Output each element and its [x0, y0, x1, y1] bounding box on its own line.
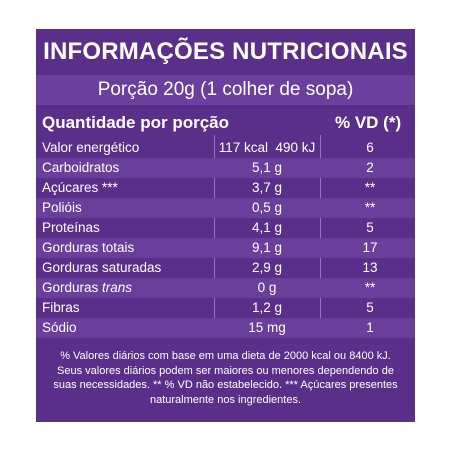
table-row: Açúcares *** 3,7 g ** [36, 178, 415, 198]
header-vd: % VD (*) [335, 113, 402, 132]
nutrient-amount: 0,5 g [251, 200, 283, 215]
table-row: Proteínas 4,1 g 5 [36, 218, 415, 238]
nutrient-amount: 15 mg [248, 320, 286, 335]
footnote-line: suas necessidades. ** % VD não estabelec… [53, 379, 398, 391]
footnote-line: Seus valores diários podem ser maiores o… [57, 364, 394, 377]
nutrient-vd: 5 [366, 220, 374, 235]
nutrient-amount: 4,1 g [251, 220, 283, 235]
table-row: Gorduras trans 0 g ** [36, 278, 415, 298]
header-quantity: Quantidade por porção [42, 113, 230, 132]
nutrient-name: Fibras [42, 300, 80, 315]
nutrient-name: Açúcares *** [42, 180, 118, 195]
table-row: Gorduras totais 9,1 g 17 [36, 238, 415, 258]
nutrient-vd: 13 [362, 260, 378, 275]
nutrient-amount: 2,9 g [251, 260, 283, 275]
nutrient-name: Gorduras trans [42, 278, 132, 298]
nutrient-rows: Valor energético 117 kcal 490 kJ 6 Carbo… [36, 138, 415, 338]
nutrition-facts-panel: INFORMAÇÕES NUTRICIONAIS Porção 20g (1 c… [36, 29, 415, 422]
nutrient-name-italic: trans [102, 280, 133, 295]
nutrient-name: Gorduras totais [42, 240, 135, 255]
nutrient-name: Polióis [42, 200, 82, 215]
nutrient-amount: 3,7 g [251, 180, 283, 195]
nutrient-name: Proteínas [42, 220, 100, 235]
nutrient-amount: 5,1 g [251, 160, 283, 175]
table-row: Valor energético 117 kcal 490 kJ 6 [36, 138, 415, 158]
nutrient-name: Valor energético [42, 140, 140, 155]
nutrient-name-prefix: Gorduras [42, 280, 103, 295]
label-title: INFORMAÇÕES NUTRICIONAIS [43, 38, 408, 65]
nutrient-name: Carboidratos [42, 160, 120, 175]
nutrient-vd: 2 [366, 160, 374, 175]
nutrient-amount: 9,1 g [251, 240, 283, 255]
nutrient-vd: 6 [366, 140, 374, 155]
nutrient-amount: 117 kcal 490 kJ [218, 140, 316, 155]
column-divider [214, 135, 215, 338]
nutrient-vd: ** [364, 200, 376, 215]
nutrient-amount: 0 g [257, 280, 277, 295]
column-divider [320, 135, 321, 338]
table-row: Carboidratos 5,1 g 2 [36, 158, 415, 178]
nutrient-vd: 1 [366, 320, 374, 335]
table-row: Fibras 1,2 g 5 [36, 298, 415, 318]
portion-size: Porção 20g (1 colher de sopa) [36, 75, 415, 105]
table-row: Sódio 15 mg 1 [36, 318, 415, 338]
table-row: Gorduras saturadas 2,9 g 13 [36, 258, 415, 278]
nutrient-vd: ** [364, 280, 376, 295]
nutrient-name: Sódio [42, 320, 77, 335]
footnote-line: naturalmente nos ingredientes. [149, 393, 302, 406]
footnote: % Valores diários com base em uma dieta … [36, 349, 415, 407]
nutrient-vd: 5 [366, 300, 374, 315]
nutrient-vd: 17 [362, 240, 378, 255]
nutrient-vd: ** [364, 180, 376, 195]
footnote-line: % Valores diários com base em uma dieta … [60, 350, 391, 362]
nutrient-amount: 1,2 g [251, 300, 283, 315]
nutrient-name: Gorduras saturadas [42, 260, 162, 275]
table-header: Quantidade por porção % VD (*) [36, 111, 415, 135]
table-row: Polióis 0,5 g ** [36, 198, 415, 218]
